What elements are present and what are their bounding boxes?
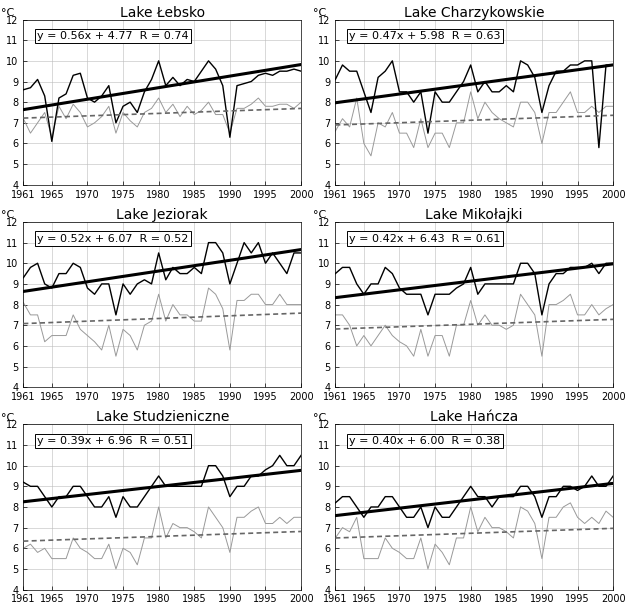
Title: Lake Łebsko: Lake Łebsko xyxy=(120,5,205,20)
Text: °C: °C xyxy=(1,210,15,220)
Text: °C: °C xyxy=(313,8,326,18)
Text: y = 0.42x + 6.43  R = 0.61: y = 0.42x + 6.43 R = 0.61 xyxy=(349,234,500,243)
Text: °C: °C xyxy=(1,413,15,423)
Title: Lake Charzykowskie: Lake Charzykowskie xyxy=(404,5,545,20)
Text: y = 0.47x + 5.98  R = 0.63: y = 0.47x + 5.98 R = 0.63 xyxy=(349,31,501,41)
Title: Lake Jeziorak: Lake Jeziorak xyxy=(116,208,208,222)
Text: y = 0.56x + 4.77  R = 0.74: y = 0.56x + 4.77 R = 0.74 xyxy=(37,31,189,41)
Text: °C: °C xyxy=(1,8,15,18)
Text: y = 0.40x + 6.00  R = 0.38: y = 0.40x + 6.00 R = 0.38 xyxy=(349,436,500,446)
Text: y = 0.39x + 6.96  R = 0.51: y = 0.39x + 6.96 R = 0.51 xyxy=(37,436,189,446)
Text: °C: °C xyxy=(313,413,326,423)
Title: Lake Studzieniczne: Lake Studzieniczne xyxy=(95,411,229,425)
Title: Lake Mikołajki: Lake Mikołajki xyxy=(425,208,523,222)
Title: Lake Hańcza: Lake Hańcza xyxy=(430,411,519,425)
Text: °C: °C xyxy=(313,210,326,220)
Text: y = 0.52x + 6.07  R = 0.52: y = 0.52x + 6.07 R = 0.52 xyxy=(37,234,189,243)
